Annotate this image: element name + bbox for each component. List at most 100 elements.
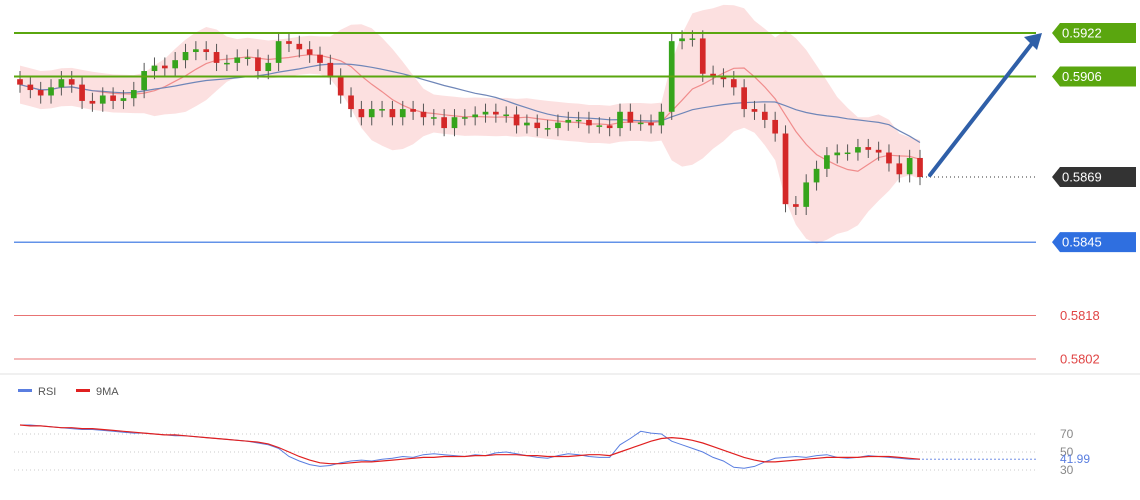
candle — [896, 155, 903, 183]
arrow-shaft — [928, 39, 1036, 177]
candle-body — [275, 41, 282, 63]
candle — [120, 90, 127, 110]
candle-body — [213, 52, 220, 63]
candle-body — [917, 157, 923, 177]
candle-body — [172, 60, 179, 69]
candle-body — [534, 122, 541, 129]
candle-body — [606, 125, 613, 129]
candle-body — [658, 111, 665, 126]
candle-body — [886, 152, 892, 164]
level-0.5922: 0.5922 — [14, 23, 1136, 43]
candle-body — [120, 98, 127, 101]
arrow-head — [1024, 33, 1042, 50]
candle-body — [368, 109, 375, 118]
candle — [141, 62, 147, 99]
candle-body — [782, 133, 789, 205]
candle-body — [472, 114, 479, 118]
candle-body — [637, 122, 644, 125]
candle-body — [306, 49, 313, 55]
candle — [503, 106, 510, 123]
candle-body — [772, 119, 779, 134]
candle-body — [182, 52, 189, 61]
candle-body — [741, 87, 747, 110]
moving-averages — [19, 54, 921, 172]
rsi-ma-line — [19, 424, 921, 465]
candle-body — [234, 57, 241, 63]
candle — [430, 109, 437, 126]
candle-body — [399, 109, 406, 118]
candle — [720, 68, 727, 88]
candle — [793, 196, 799, 216]
candle — [751, 100, 758, 120]
legend-item: 9MA — [76, 386, 119, 398]
candle — [648, 114, 654, 134]
candle-body — [79, 84, 85, 101]
candle — [296, 35, 303, 58]
candle-body — [451, 117, 458, 129]
candle-body — [824, 155, 830, 169]
ma-fast-line — [19, 54, 921, 172]
level-0.5845: 0.5845 — [14, 232, 1136, 253]
legend-label: 9MA — [96, 386, 119, 398]
band-area — [20, 4, 920, 244]
candle-body — [596, 125, 603, 127]
candle — [586, 111, 592, 134]
candle-body — [58, 79, 65, 88]
candle — [865, 138, 872, 158]
candle-body — [296, 43, 303, 50]
level-tag — [1052, 232, 1136, 253]
candle-body — [730, 79, 737, 88]
candle-body — [627, 111, 634, 123]
candle-body — [761, 111, 768, 120]
candle — [834, 144, 841, 164]
level-tag — [1052, 66, 1136, 87]
level-0.5818: 0.5818 — [14, 308, 1100, 323]
candle-body — [875, 149, 882, 153]
candle — [89, 92, 96, 112]
price-levels: 0.5922 0.5906 0.5869 0.5845 0.5818 0.5802 — [14, 23, 1136, 367]
legend-label: RSI — [38, 386, 56, 398]
candle-body — [48, 87, 54, 96]
candle-body — [896, 163, 903, 175]
candle — [534, 114, 541, 137]
candle-body — [27, 84, 34, 91]
candle — [606, 117, 613, 137]
candle-body — [575, 119, 582, 122]
level-tag-label: 0.5869 — [1062, 169, 1102, 184]
candle-body — [648, 122, 654, 126]
candle — [451, 109, 458, 137]
candle-body — [586, 119, 592, 126]
candle — [368, 100, 375, 126]
candle-body — [751, 109, 758, 112]
candle — [234, 49, 241, 72]
candle — [472, 106, 479, 126]
rsi-legend: RSI 9MA — [18, 386, 119, 398]
level-tag — [1052, 166, 1136, 187]
candle-body — [461, 117, 468, 119]
candle — [555, 114, 561, 137]
candle-body — [358, 109, 365, 118]
level-tag-label: 0.5845 — [1062, 235, 1102, 250]
candle — [813, 160, 820, 191]
candle — [637, 114, 644, 131]
candle — [513, 106, 520, 134]
candle — [110, 87, 116, 110]
candle — [699, 30, 706, 82]
candle — [244, 49, 251, 66]
candle — [803, 174, 810, 216]
level-label: 0.5802 — [1060, 352, 1100, 367]
candle-body — [720, 76, 727, 80]
candle — [658, 103, 665, 134]
legend-swatch — [76, 389, 90, 392]
rsi-current-label: 41.99 — [1060, 452, 1090, 466]
candle — [741, 79, 747, 118]
candle-body — [544, 128, 551, 130]
candlestick-series — [17, 30, 923, 216]
candle — [327, 54, 334, 85]
candle — [203, 41, 210, 61]
candle — [906, 149, 913, 183]
candle-body — [503, 114, 510, 116]
candle-body — [389, 109, 396, 118]
candle — [172, 52, 179, 77]
